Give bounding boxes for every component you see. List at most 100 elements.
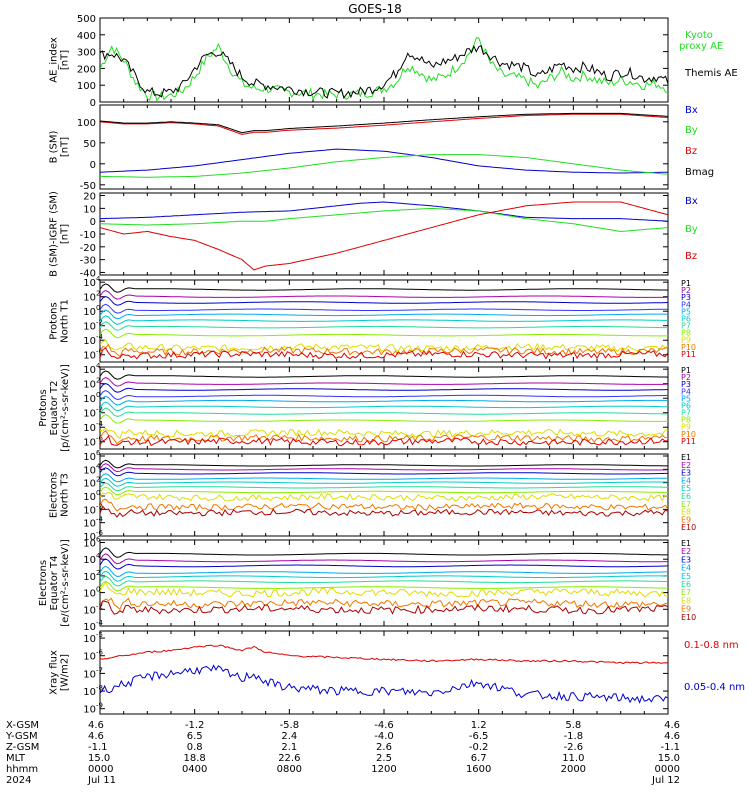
y-tick-exponent: -4 [96, 420, 104, 428]
y-tick-exponent: 0 [96, 489, 100, 497]
orbit-value: 0.8 [187, 742, 203, 753]
y-tick-label: 50 [83, 139, 96, 150]
y-tick-label: 100 [77, 81, 96, 92]
y-tick-label: 10 [83, 409, 96, 420]
y-tick-label: 0 [90, 217, 96, 228]
y-tick-label: -50 [80, 181, 96, 192]
orbit-value: -2.6 [564, 742, 584, 753]
legend-p11: P11 [681, 437, 696, 446]
legend-p3: P3 [681, 380, 691, 389]
orbit-value: 4.6 [88, 720, 104, 731]
legend-p6: P6 [681, 314, 691, 323]
series-bx [100, 148, 668, 174]
legend-e1: E1 [681, 453, 691, 462]
orbit-value: 15.0 [88, 753, 110, 764]
y-tick-label: 10 [83, 652, 96, 663]
orbit-value: -4.0 [374, 731, 394, 742]
series-e4 [100, 565, 668, 578]
y-tick-label: 10 [83, 555, 96, 566]
y-axis-label-line: Protons [49, 302, 60, 339]
orbit-value: -1.1 [88, 742, 108, 753]
orbit-value: 2.1 [281, 742, 297, 753]
panel-bsm: -50 0 50 100 B (SM) [nT] Bx By Bz Bmag [49, 104, 714, 192]
legend-e1: E1 [681, 539, 691, 548]
orbit-value: 0400 [182, 764, 207, 775]
legend-p2: P2 [681, 286, 691, 295]
y-axis-label-line: [nT] [60, 50, 71, 70]
series-e9 [100, 597, 668, 611]
series-p7 [100, 321, 668, 331]
legend-e4: E4 [681, 564, 691, 573]
series-p7 [100, 407, 668, 417]
legend-0-1-0-8-nm: 0.1-0.8 nm [684, 640, 739, 651]
legend-e8: E8 [681, 596, 691, 605]
y-tick-exponent: -2 [96, 406, 103, 414]
y-tick-label: 10 [83, 634, 96, 645]
legend-bz: Bz [685, 251, 697, 262]
panel-frame [99, 192, 669, 276]
y-tick-exponent: 4 [96, 462, 101, 470]
y-tick-label: -10 [80, 230, 96, 241]
series-e2 [100, 463, 668, 473]
y-axis-label-line: [e/(cm²-s-sr-keV)] [60, 539, 71, 627]
legend-e3: E3 [681, 555, 691, 564]
y-axis-label: AE_index [nT] [49, 37, 71, 83]
series-bmag [100, 112, 668, 134]
y-tick-label: 10 [83, 622, 96, 633]
y-tick-label: 10 [83, 532, 96, 543]
legend-bmag: Bmag [685, 167, 714, 178]
y-axis-label-line: Equator T2 [49, 381, 60, 436]
y-tick-label: 100 [77, 118, 96, 129]
series-0-05-0-4-nm [100, 664, 668, 704]
y-axis-label-line: B (SM)-IGRF (SM) [49, 191, 60, 277]
orbit-row-label: MLT [6, 753, 26, 764]
orbit-value: 0800 [277, 764, 302, 775]
y-tick-label: 10 [83, 293, 96, 304]
legend-e5: E5 [681, 484, 691, 493]
y-axis-label: Xray flux [W/m2] [49, 650, 71, 695]
y-tick-exponent: -2 [96, 502, 103, 510]
series-p2 [100, 377, 668, 387]
series-e6 [100, 575, 668, 587]
y-tick-label: 10 [83, 539, 96, 550]
series-bz [100, 201, 668, 271]
series-p4 [100, 303, 668, 314]
y-axis-label-line: [p/(cm²-s-sr-keV)] [60, 364, 71, 452]
y-tick-label: 0 [90, 98, 96, 109]
y-axis-label-line: [W/m2] [60, 654, 71, 691]
y-tick-exponent: -4 [96, 516, 104, 524]
orbit-row-label: X-GSM [6, 720, 39, 731]
series-e7 [100, 486, 668, 496]
legend-e8: E8 [681, 508, 691, 517]
series-p1 [100, 283, 668, 293]
series-p1 [100, 370, 668, 380]
legend-kyoto-proxy-ae: Kyoto [685, 30, 713, 41]
series-p8 [100, 414, 668, 424]
y-tick-label: 20 [83, 192, 96, 203]
series-bz [100, 113, 668, 135]
y-tick-label: -40 [80, 268, 96, 279]
legend-p9: P9 [681, 423, 691, 432]
y-tick-label: 10 [83, 452, 96, 463]
y-axis-label-line: Equator T4 [49, 556, 60, 611]
y-axis-label-line: North T3 [60, 473, 71, 517]
legend-p3: P3 [681, 293, 691, 302]
y-tick-exponent: -5 [96, 631, 103, 639]
orbit-row-label: Y-GSM [5, 731, 38, 742]
y-tick-label: 10 [83, 479, 96, 490]
series-e4 [100, 473, 668, 483]
y-axis-label-line: Electrons [38, 560, 49, 606]
y-tick-label: 10 [83, 307, 96, 318]
legend-e2: E2 [681, 547, 691, 556]
legend-bz: Bz [685, 146, 697, 157]
series-e1 [100, 459, 668, 469]
legend-e5: E5 [681, 572, 691, 581]
series-e1 [100, 547, 668, 558]
orbit-value: 18.8 [184, 753, 206, 764]
y-tick-exponent: 4 [96, 275, 101, 283]
